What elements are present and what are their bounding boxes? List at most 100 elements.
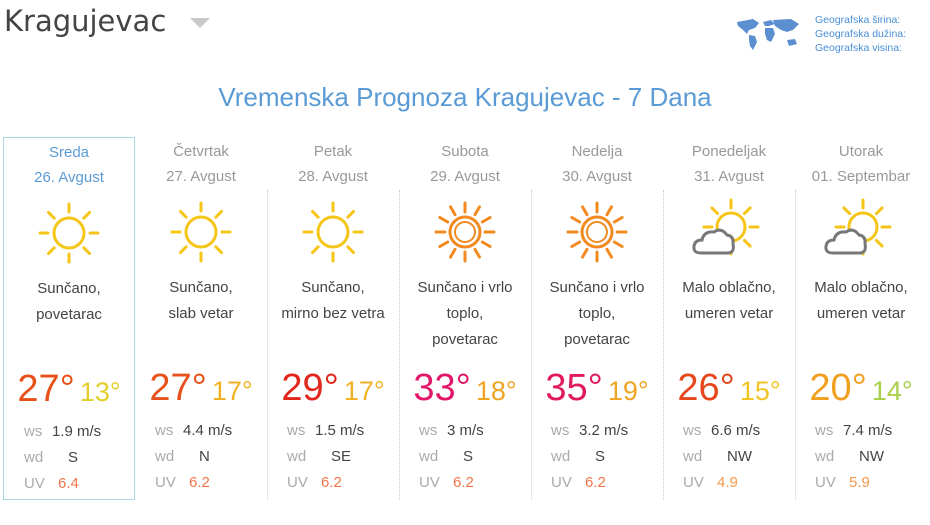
hot-sun-icon — [399, 197, 531, 267]
day-name: Nedelja — [571, 143, 623, 160]
wind-direction: NW — [859, 448, 884, 465]
description-line: povetarac — [36, 306, 102, 323]
uv-label: UV — [683, 474, 704, 491]
wind-speed: 3.2 m/s — [579, 422, 629, 439]
day-column-petak[interactable]: Petak 28. Avgust Sunčano, mirno bez vetra… — [267, 137, 399, 500]
wind-speed: 1.5 m/s — [315, 422, 365, 439]
day-column-četvrtak[interactable]: Četvrtak 27. Avgust Sunčano, slab vetar 2… — [135, 137, 267, 500]
uv-label: UV — [419, 474, 440, 491]
uv-label: UV — [287, 474, 308, 491]
description-line: povetarac — [564, 331, 630, 348]
uv-index: 6.2 — [453, 474, 474, 491]
sun-icon — [4, 198, 134, 268]
chevron-down-icon[interactable] — [190, 18, 210, 28]
weather-description: Sunčano, mirno bez vetra — [267, 275, 399, 365]
wind-direction: S — [595, 448, 606, 465]
wind-speed: 1.9 m/s — [52, 423, 102, 440]
wind-direction-label: wd — [155, 448, 175, 465]
low-temp: 17° — [343, 376, 385, 406]
day-column-sreda[interactable]: Sreda 26. Avgust Sunčano, povetarac 27° 13… — [3, 137, 135, 500]
description-line: Sunčano i vrlo — [417, 279, 513, 296]
uv-index: 4.9 — [717, 474, 738, 491]
wind-speed-label: ws — [683, 422, 702, 439]
sun-icon — [135, 197, 267, 267]
wind-speed: 3 m/s — [447, 422, 484, 439]
high-temp: 20° — [809, 367, 867, 409]
description-line: Sunčano, — [37, 280, 101, 297]
hot-sun-icon — [531, 197, 663, 267]
column-divider — [531, 190, 532, 500]
latitude-label: Geografska širina: — [815, 14, 901, 26]
day-column-utorak[interactable]: Utorak 01. Septembar Malo oblačno, umeren… — [795, 137, 927, 500]
city-selector[interactable]: Kragujevac — [4, 4, 167, 38]
low-temp: 14° — [871, 376, 913, 406]
uv-label: UV — [24, 475, 45, 492]
column-divider — [795, 190, 796, 500]
weather-description: Malo oblačno, umeren vetar — [795, 275, 927, 365]
day-date: 28. Avgust — [298, 168, 368, 185]
longitude-label: Geografska dužina: — [815, 28, 907, 40]
sun-icon — [267, 197, 399, 267]
day-name: Subota — [441, 143, 489, 160]
wind-speed: 4.4 m/s — [183, 422, 233, 439]
low-temp: 17° — [211, 376, 253, 406]
wind-speed-label: ws — [551, 422, 570, 439]
uv-label: UV — [155, 474, 176, 491]
column-divider — [267, 190, 268, 500]
description-line: mirno bez vetra — [281, 305, 385, 322]
uv-index: 6.2 — [321, 474, 342, 491]
day-column-ponedeljak[interactable]: Ponedeljak 31. Avgust Malo oblačno, umere… — [663, 137, 795, 500]
day-column-subota[interactable]: Subota 29. Avgust Sunčano i vrlo toplo, po… — [399, 137, 531, 500]
wind-speed-label: ws — [815, 422, 834, 439]
uv-label: UV — [551, 474, 572, 491]
wind-direction-label: wd — [24, 449, 44, 466]
weather-description: Sunčano i vrlo toplo, povetarac — [399, 275, 531, 365]
uv-label: UV — [815, 474, 836, 491]
weather-description: Sunčano, povetarac — [4, 276, 134, 366]
day-name: Petak — [313, 143, 353, 160]
day-date: 27. Avgust — [166, 168, 236, 185]
day-date: 29. Avgust — [430, 168, 500, 185]
column-divider — [399, 190, 400, 500]
world-map-icon — [737, 19, 799, 50]
description-line: umeren vetar — [816, 305, 906, 322]
high-temp: 29° — [281, 367, 339, 409]
description-line: Sunčano, — [169, 279, 233, 296]
wind-speed-label: ws — [24, 423, 43, 440]
geo-info: Geografska širina: Geografska dužina: Ge… — [815, 13, 906, 55]
description-line: povetarac — [432, 331, 498, 348]
high-temp: 27° — [17, 368, 75, 410]
wind-direction-label: wd — [287, 448, 307, 465]
day-name: Ponedeljak — [691, 143, 767, 160]
day-date: 31. Avgust — [694, 168, 764, 185]
partly-cloudy-icon — [795, 197, 927, 267]
high-temp: 27° — [149, 367, 207, 409]
day-column-nedelja[interactable]: Nedelja 30. Avgust Sunčano i vrlo toplo, p… — [531, 137, 663, 500]
wind-direction-label: wd — [419, 448, 439, 465]
wind-direction: S — [68, 449, 79, 466]
wind-speed-label: ws — [155, 422, 174, 439]
description-line: toplo, — [578, 305, 616, 322]
uv-index: 6.4 — [58, 475, 79, 492]
description-line: slab vetar — [168, 305, 234, 322]
day-date: 26. Avgust — [34, 169, 104, 186]
high-temp: 33° — [413, 367, 471, 409]
uv-index: 5.9 — [849, 474, 870, 491]
wind-speed: 6.6 m/s — [711, 422, 761, 439]
weather-description: Malo oblačno, umeren vetar — [663, 275, 795, 365]
description-line: Malo oblačno, — [814, 279, 908, 296]
wind-direction: S — [463, 448, 474, 465]
wind-speed: 7.4 m/s — [843, 422, 893, 439]
wind-direction: SE — [331, 448, 352, 465]
high-temp: 35° — [545, 367, 603, 409]
description-line: Malo oblačno, — [682, 279, 776, 296]
day-name: Sreda — [48, 144, 90, 161]
day-date: 30. Avgust — [562, 168, 632, 185]
low-temp: 19° — [607, 376, 649, 406]
day-date: 01. Septembar — [811, 168, 911, 185]
wind-speed-label: ws — [287, 422, 306, 439]
weather-description: Sunčano i vrlo toplo, povetarac — [531, 275, 663, 365]
uv-index: 6.2 — [585, 474, 606, 491]
description-line: toplo, — [446, 305, 484, 322]
wind-direction: NW — [727, 448, 752, 465]
